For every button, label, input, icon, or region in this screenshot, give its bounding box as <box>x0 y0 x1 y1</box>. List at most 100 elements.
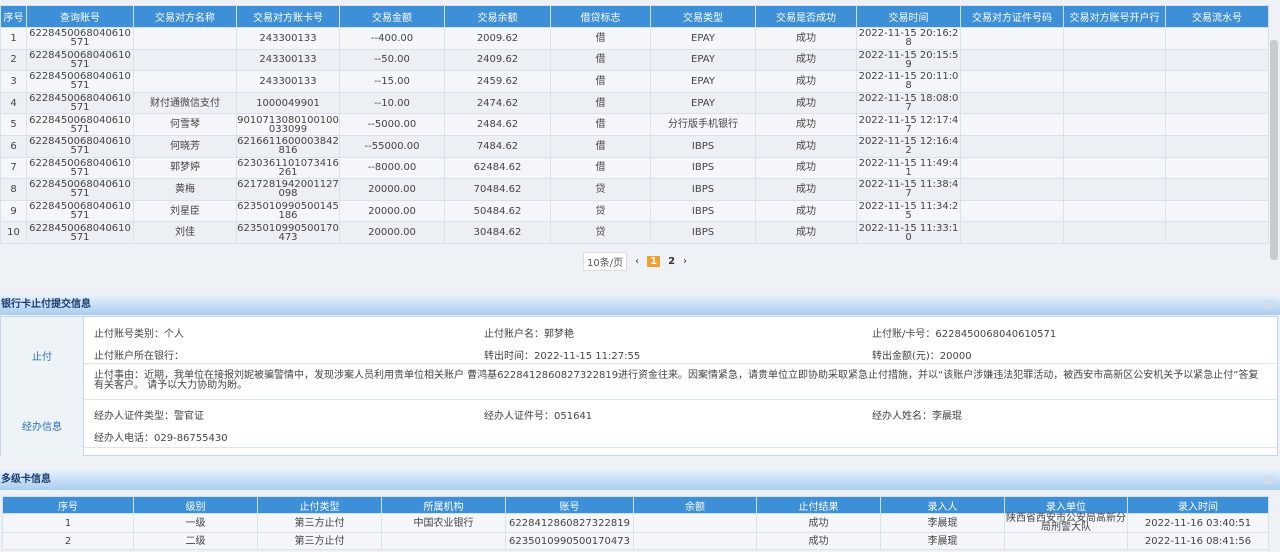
page-2-button[interactable]: 2 <box>668 256 676 267</box>
table-cell: 6228450068040610571 <box>26 113 134 136</box>
table-cell: 2022-11-15 20:15:59 <box>856 48 961 72</box>
column-header[interactable]: 交易是否成功 <box>755 5 857 28</box>
column-header[interactable]: 借贷标志 <box>550 5 651 28</box>
handler-id-type: 经办人证件类型：警官证 <box>94 411 204 422</box>
table-cell <box>960 113 1064 136</box>
table-cell <box>1165 156 1269 180</box>
table-cell <box>1063 48 1166 72</box>
column-header[interactable]: 交易对方名称 <box>133 5 237 28</box>
table-row[interactable]: 9 6228450068040610571 刘星臣 62350109905001451… <box>0 199 1269 223</box>
table-cell: --15.00 <box>339 70 445 93</box>
table-row[interactable]: 2 6228450068040610571 243300133 --50.00 2409… <box>0 48 1269 72</box>
table-row[interactable]: 2 二级 第三方止付 6235010990500170473 成功 李晨琨 2022-11-… <box>2 532 1269 550</box>
column-header[interactable]: 交易对方账号开户行 <box>1063 5 1166 28</box>
table-row[interactable]: 4 6228450068040610571 财付通微信支付 1000049901 --1… <box>0 91 1269 115</box>
table-cell: 成功 <box>755 199 857 223</box>
table-cell: EPAY <box>650 70 756 93</box>
table-cell <box>381 532 506 550</box>
column-header[interactable]: 所属机构 <box>381 496 506 514</box>
table-cell: 2022-11-15 11:33:10 <box>856 221 961 244</box>
scrollbar[interactable] <box>1270 40 1278 260</box>
stop-info-panel: 止付 经办信息 止付账号类别：个人 止付账户名：郭梦艳 止付账/卡号：62284… <box>0 316 1278 456</box>
column-header[interactable]: 余额 <box>633 496 757 514</box>
table-cell: 借 <box>550 48 651 72</box>
table-cell: 6 <box>0 134 27 158</box>
table-cell <box>1063 70 1166 93</box>
table-cell: 30484.62 <box>444 221 551 244</box>
column-header[interactable]: 止付结果 <box>756 496 881 514</box>
column-header[interactable]: 交易流水号 <box>1165 5 1269 28</box>
table-cell <box>1063 91 1166 115</box>
table-cell: 成功 <box>756 532 881 550</box>
table-cell: IBPS <box>650 134 756 158</box>
table-cell <box>633 532 757 550</box>
table-row[interactable]: 10 6228450068040610571 刘佳 62350109905001704… <box>0 221 1269 244</box>
table-cell: EPAY <box>650 91 756 115</box>
collapse-icon[interactable] <box>1264 475 1274 484</box>
column-header[interactable]: 交易余额 <box>444 5 551 28</box>
table-cell: IBPS <box>650 156 756 180</box>
table-cell <box>1063 221 1166 244</box>
table-cell: 6230361101073416261 <box>236 156 340 180</box>
column-header[interactable]: 级别 <box>133 496 258 514</box>
page-1-button[interactable]: 1 <box>647 256 661 267</box>
table-cell: 2022-11-15 12:17:47 <box>856 113 961 136</box>
column-header[interactable]: 交易类型 <box>650 5 756 28</box>
table-cell: --400.00 <box>339 27 445 50</box>
table-cell: --8000.00 <box>339 156 445 180</box>
table-cell: 2022-11-15 20:16:28 <box>856 27 961 50</box>
table-row[interactable]: 3 6228450068040610571 243300133 --15.00 2459… <box>0 70 1269 93</box>
table-cell: 7 <box>0 156 27 180</box>
column-header[interactable]: 交易对方账卡号 <box>236 5 340 28</box>
handler-name: 经办人姓名：李晨琨 <box>872 411 962 422</box>
table-cell: 6228450068040610571 <box>26 199 134 223</box>
column-header[interactable]: 交易金额 <box>339 5 445 28</box>
table-cell: IBPS <box>650 199 756 223</box>
table-cell: 刘星臣 <box>133 199 237 223</box>
table-cell: 贷 <box>550 178 651 201</box>
table-cell <box>1063 113 1166 136</box>
pagination: 10条/页 ‹ 1 2 › <box>583 252 687 271</box>
table-row[interactable]: 7 6228450068040610571 郭梦婷 62303611010734162… <box>0 156 1269 180</box>
out-amount: 转出金额(元)：20000 <box>872 351 972 362</box>
column-header[interactable]: 交易对方证件号码 <box>960 5 1064 28</box>
table-cell: 6228450068040610571 <box>26 27 134 50</box>
column-header[interactable]: 止付类型 <box>257 496 382 514</box>
table-cell: --5000.00 <box>339 113 445 136</box>
table-cell <box>960 156 1064 180</box>
table-cell: 第三方止付 <box>257 513 382 533</box>
column-header[interactable]: 交易时间 <box>856 5 961 28</box>
table-row[interactable]: 1 6228450068040610571 243300133 --400.00 200… <box>0 27 1269 50</box>
column-header[interactable]: 账号 <box>505 496 634 514</box>
column-header[interactable]: 查询账号 <box>26 5 134 28</box>
table-cell <box>960 178 1064 201</box>
table-row[interactable]: 1 一级 第三方止付 中国农业银行 6228412860827322819 成功 李晨琨 陕西… <box>2 513 1269 533</box>
out-time: 转出时间：2022-11-15 11:27:55 <box>484 351 641 362</box>
column-header[interactable]: 录入单位 <box>1004 496 1128 514</box>
table-cell: 借 <box>550 70 651 93</box>
table-cell: 6235010990500145186 <box>236 199 340 223</box>
table-cell <box>1063 199 1166 223</box>
table-row[interactable]: 8 6228450068040610571 黄梅 621728194200112709… <box>0 178 1269 201</box>
prev-page-button[interactable]: ‹ <box>635 256 640 267</box>
handler-id-number: 经办人证件号：051641 <box>484 411 593 422</box>
transaction-table: 序号 查询账号 交易对方名称 交易对方账卡号 交易金额 交易余额 借贷标志 交易类型 交易是否成… <box>0 5 1269 244</box>
table-cell: 成功 <box>755 156 857 180</box>
bank: 止付账户所在银行： <box>94 351 184 362</box>
table-cell <box>1165 221 1269 244</box>
page-size-select[interactable]: 10条/页 <box>583 252 628 271</box>
stop-section-header: 银行卡止付提交信息 <box>0 295 1280 315</box>
table-row[interactable]: 5 6228450068040610571 何雪琴 90107130801001000… <box>0 113 1269 136</box>
column-header[interactable]: 序号 <box>2 496 134 514</box>
table-cell: 何雪琴 <box>133 113 237 136</box>
table-cell <box>133 27 237 50</box>
table-row[interactable]: 6 6228450068040610571 何晓芳 62166116000038428… <box>0 134 1269 158</box>
table-cell: 6228450068040610571 <box>26 156 134 180</box>
column-header[interactable]: 录入人 <box>880 496 1005 514</box>
table-cell <box>1165 113 1269 136</box>
table-cell: 50484.62 <box>444 199 551 223</box>
next-page-button[interactable]: › <box>683 256 688 267</box>
column-header[interactable]: 序号 <box>0 5 27 28</box>
column-header[interactable]: 录入时间 <box>1127 496 1269 514</box>
collapse-icon[interactable] <box>1264 300 1274 309</box>
